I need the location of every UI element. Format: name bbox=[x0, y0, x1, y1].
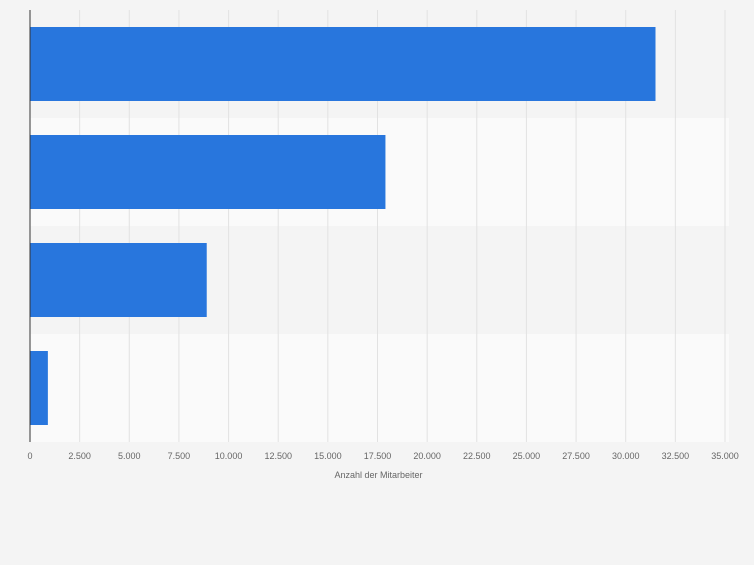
x-tick-label-9: 22.500 bbox=[463, 451, 491, 461]
x-tick-label-6: 15.000 bbox=[314, 451, 342, 461]
x-tick-label-7: 17.500 bbox=[364, 451, 392, 461]
bar-3 bbox=[30, 243, 207, 317]
bar-1 bbox=[30, 27, 656, 101]
x-tick-label-12: 30.000 bbox=[612, 451, 640, 461]
x-tick-label-3: 7.500 bbox=[168, 451, 191, 461]
x-tick-label-11: 27.500 bbox=[562, 451, 590, 461]
bar-4 bbox=[30, 351, 48, 425]
x-tick-label-10: 25.000 bbox=[513, 451, 541, 461]
x-tick-label-8: 20.000 bbox=[413, 451, 441, 461]
bar-2 bbox=[30, 135, 386, 209]
bars bbox=[30, 27, 656, 425]
x-tick-labels: 0 2.500 5.000 7.500 10.000 12.500 15.000 17.500… bbox=[27, 451, 738, 461]
x-axis-title: Anzahl der Mitarbeiter bbox=[334, 470, 422, 480]
x-tick-label-14: 35.000 bbox=[711, 451, 739, 461]
x-tick-label-2: 5.000 bbox=[118, 451, 141, 461]
row-band-4 bbox=[30, 334, 729, 442]
x-tick-label-5: 12.500 bbox=[264, 451, 292, 461]
gridlines bbox=[79, 10, 726, 442]
x-tick-label-13: 32.500 bbox=[662, 451, 690, 461]
x-tick-label-0: 0 bbox=[27, 451, 32, 461]
x-tick-label-4: 10.000 bbox=[215, 451, 243, 461]
x-tick-label-1: 2.500 bbox=[68, 451, 91, 461]
